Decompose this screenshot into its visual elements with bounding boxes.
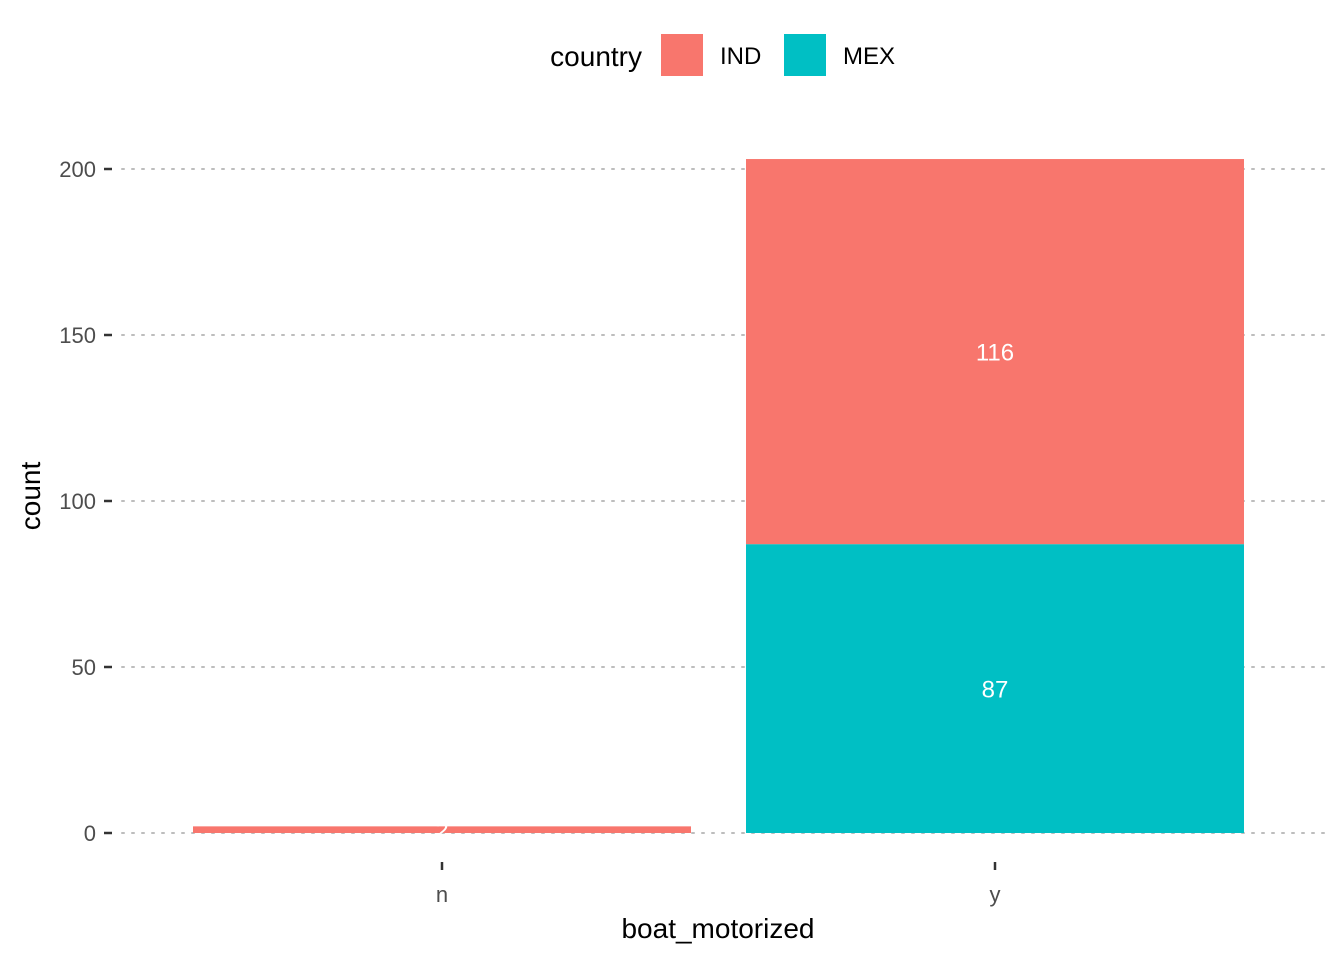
y-tick-label: 0: [84, 821, 96, 846]
legend-label-ind: IND: [720, 43, 761, 70]
legend-label-mex: MEX: [843, 43, 895, 70]
y-axis-title: count: [15, 462, 46, 531]
bar-ind-y: [746, 159, 1244, 545]
bar-label-mex-y: 87: [982, 677, 1009, 704]
bar-label-ind-n: 2: [435, 818, 448, 845]
bar-label-ind-y: 116: [976, 340, 1014, 367]
legend: country IND MEX: [550, 34, 895, 76]
x-tick-label: y: [990, 882, 1001, 907]
bar-ind-n: [193, 826, 691, 833]
x-tick-label: n: [436, 882, 448, 907]
y-tick-label: 200: [59, 157, 96, 182]
y-tick-label: 100: [59, 489, 96, 514]
x-axis-title: boat_motorized: [621, 913, 814, 944]
y-tick-label: 150: [59, 323, 96, 348]
legend-swatch-ind: [661, 34, 703, 76]
legend-title: country: [550, 41, 642, 72]
bar-mex-y: [746, 544, 1244, 833]
y-axis: 0 50 100 150 200: [59, 157, 112, 846]
legend-swatch-mex: [784, 34, 826, 76]
bars: 2 87 116: [193, 159, 1244, 845]
y-tick-label: 50: [72, 655, 96, 680]
